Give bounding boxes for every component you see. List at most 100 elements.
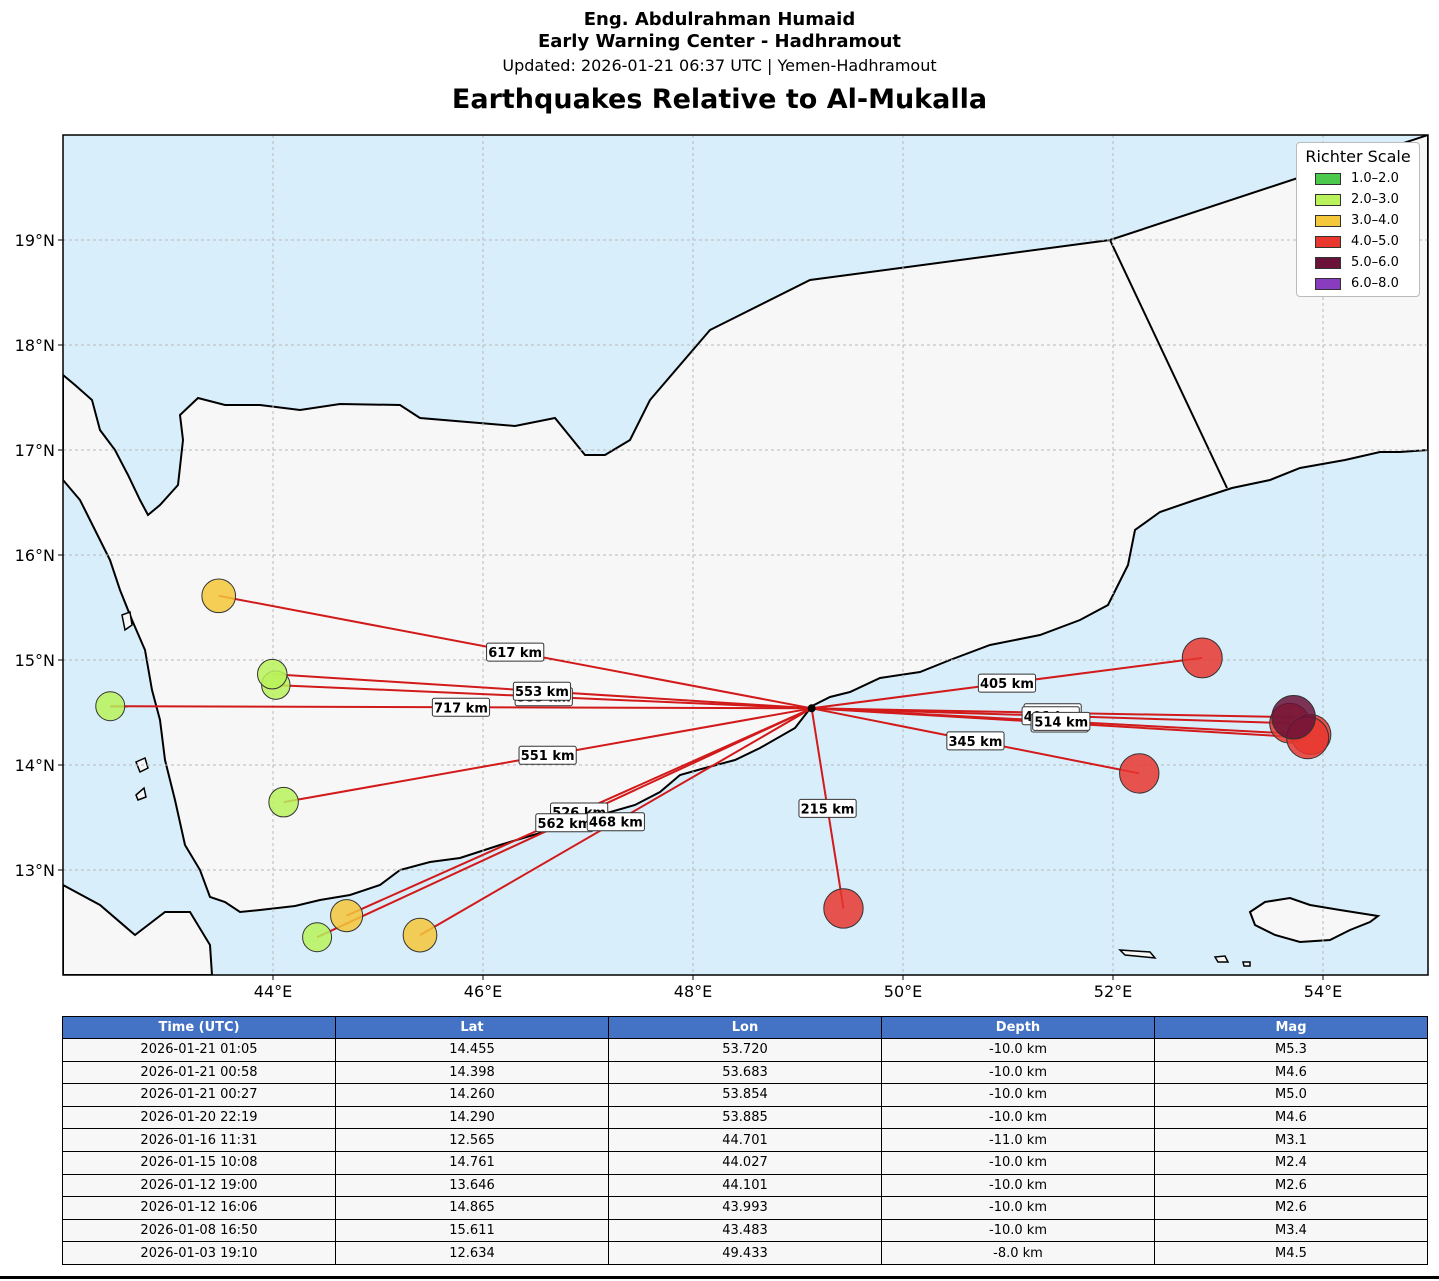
table-cell: M3.4 [1154, 1218, 1428, 1243]
x-tick-label: 50°E [884, 982, 922, 1001]
legend-item: 4.0–5.0 [1315, 234, 1399, 250]
legend-item: 1.0–2.0 [1315, 171, 1399, 187]
epicenter-marker [823, 888, 864, 929]
table-header-row: Time (UTC) Lat Lon Depth Mag [62, 1016, 1428, 1039]
table-cell: 2026-01-16 11:31 [62, 1128, 336, 1152]
small-islands [121, 610, 1251, 967]
table-cell: 2026-01-15 10:08 [62, 1150, 336, 1175]
distance-label: 468 km [586, 812, 645, 832]
distance-label: 617 km [486, 642, 545, 662]
legend-swatch [1315, 214, 1341, 227]
legend-label: 5.0–6.0 [1351, 255, 1399, 270]
table-cell: 44.701 [608, 1128, 882, 1152]
table-cell: 2026-01-03 19:10 [62, 1241, 336, 1265]
distance-label: 553 km [512, 681, 572, 701]
distance-label-box [518, 745, 577, 765]
legend-title: Richter Scale [1305, 147, 1411, 166]
distance-label: 345 km [946, 731, 1005, 751]
table-cell: 14.761 [335, 1150, 609, 1175]
table-cell: -11.0 km [881, 1128, 1155, 1152]
legend-swatch [1315, 172, 1341, 185]
distance-label-box [1032, 711, 1091, 731]
legend-label: 2.0–3.0 [1351, 192, 1399, 207]
epicenter-marker [268, 786, 299, 818]
distance-label-text: 514 km [1034, 715, 1088, 730]
table-cell: -8.0 km [881, 1241, 1155, 1265]
table-cell: -10.0 km [881, 1218, 1155, 1243]
column-header: Lat [335, 1016, 609, 1039]
table-row: 2026-01-20 22:19 14.290 53.885 -10.0 km M4.6 [62, 1105, 1428, 1130]
y-tick-label: 19°N [15, 231, 55, 250]
updated-line: Updated: 2026-01-21 06:37 UTC | Yemen-Ha… [502, 56, 937, 75]
distance-label-box [512, 681, 572, 701]
legend-label: 3.0–4.0 [1351, 213, 1399, 228]
latitude-ticks: 13°N 14°N 15°N 16°N 17°N 18°N 19°N [15, 231, 63, 880]
distance-label: 514 km [1032, 711, 1091, 731]
table-cell: M5.0 [1154, 1083, 1428, 1107]
y-tick-label: 13°N [15, 861, 55, 880]
table-cell: 53.683 [608, 1060, 882, 1085]
legend-label: 1.0–2.0 [1351, 171, 1399, 186]
map-title: Earthquakes Relative to Al-Mukalla [451, 84, 988, 115]
x-tick-label: 52°E [1094, 982, 1132, 1001]
table-row: 2026-01-15 10:08 14.761 44.027 -10.0 km M2.4 [62, 1150, 1428, 1175]
oman-border [1109, 239, 1228, 489]
bottom-rule [0, 1276, 1439, 1279]
al-mukalla-marker [807, 704, 816, 713]
distance-label-text: 405 km [980, 677, 1034, 692]
table-cell: -10.0 km [881, 1038, 1155, 1062]
y-tick-label: 14°N [15, 756, 55, 775]
table-cell: 43.483 [608, 1218, 882, 1243]
table-cell: -10.0 km [881, 1060, 1155, 1085]
table-cell: 44.027 [608, 1150, 882, 1175]
table-cell: M4.6 [1154, 1105, 1428, 1130]
distance-label-text: 562 km [537, 817, 591, 832]
table-cell: 14.260 [335, 1083, 609, 1107]
y-tick-label: 18°N [15, 336, 55, 355]
legend-swatch [1315, 256, 1341, 269]
table-row: 2026-01-21 01:05 14.455 53.720 -10.0 km M5.3 [62, 1038, 1428, 1062]
epicenter-marker [1271, 694, 1316, 740]
legend-item: 3.0–4.0 [1315, 213, 1399, 229]
x-tick-label: 48°E [674, 982, 712, 1001]
legend-item: 2.0–3.0 [1315, 192, 1399, 208]
table-cell: 2026-01-12 16:06 [62, 1196, 336, 1220]
epicenter-marker [257, 658, 288, 690]
table-cell: 12.634 [335, 1241, 609, 1265]
table-row: 2026-01-12 16:06 14.865 43.993 -10.0 km M2.6 [62, 1196, 1428, 1220]
table-cell: 2026-01-21 01:05 [62, 1038, 336, 1062]
table-cell: 14.455 [335, 1038, 609, 1062]
table-cell: 2026-01-12 19:00 [62, 1173, 336, 1198]
table-cell: 44.101 [608, 1173, 882, 1198]
distance-label-box [977, 673, 1037, 693]
column-header: Lon [608, 1016, 882, 1039]
distance-label-text: 717 km [434, 701, 488, 716]
table-cell: 2026-01-21 00:58 [62, 1060, 336, 1085]
column-header: Time (UTC) [62, 1016, 336, 1039]
y-tick-label: 15°N [15, 651, 55, 670]
y-tick-label: 17°N [15, 441, 55, 460]
table-cell: M5.3 [1154, 1038, 1428, 1062]
table-row: 2026-01-08 16:50 15.611 43.483 -10.0 km M3.4 [62, 1218, 1428, 1243]
richter-legend: Richter Scale 1.0–2.0 2.0–3.0 3.0–4.0 4.… [1296, 142, 1420, 297]
table-cell: 15.611 [335, 1218, 609, 1243]
arabian-land [63, 135, 1428, 914]
epicenter-marker [201, 578, 237, 614]
table-row: 2026-01-21 00:58 14.398 53.683 -10.0 km M4.6 [62, 1060, 1428, 1085]
longitude-ticks: 44°E 46°E 48°E 50°E 52°E 54°E [254, 975, 1342, 1001]
distance-label-text: 468 km [589, 816, 643, 831]
table-cell: M3.1 [1154, 1128, 1428, 1152]
epicenter-marker [95, 691, 126, 722]
table-row: 2026-01-21 00:27 14.260 53.854 -10.0 km M5.0 [62, 1083, 1428, 1107]
legend-swatch [1315, 277, 1341, 290]
distance-label: 551 km [518, 745, 577, 765]
table-cell: 12.565 [335, 1128, 609, 1152]
earthquake-table: Time (UTC) Lat Lon Depth Mag 2026-01-21 … [62, 1016, 1428, 1265]
epicenter-marker [1181, 637, 1223, 679]
table-cell: 2026-01-20 22:19 [62, 1105, 336, 1130]
distance-label: 215 km [798, 798, 857, 818]
table-cell: 2026-01-21 00:27 [62, 1083, 336, 1107]
distance-label-text: 215 km [801, 802, 855, 817]
legend-swatch [1315, 193, 1341, 206]
